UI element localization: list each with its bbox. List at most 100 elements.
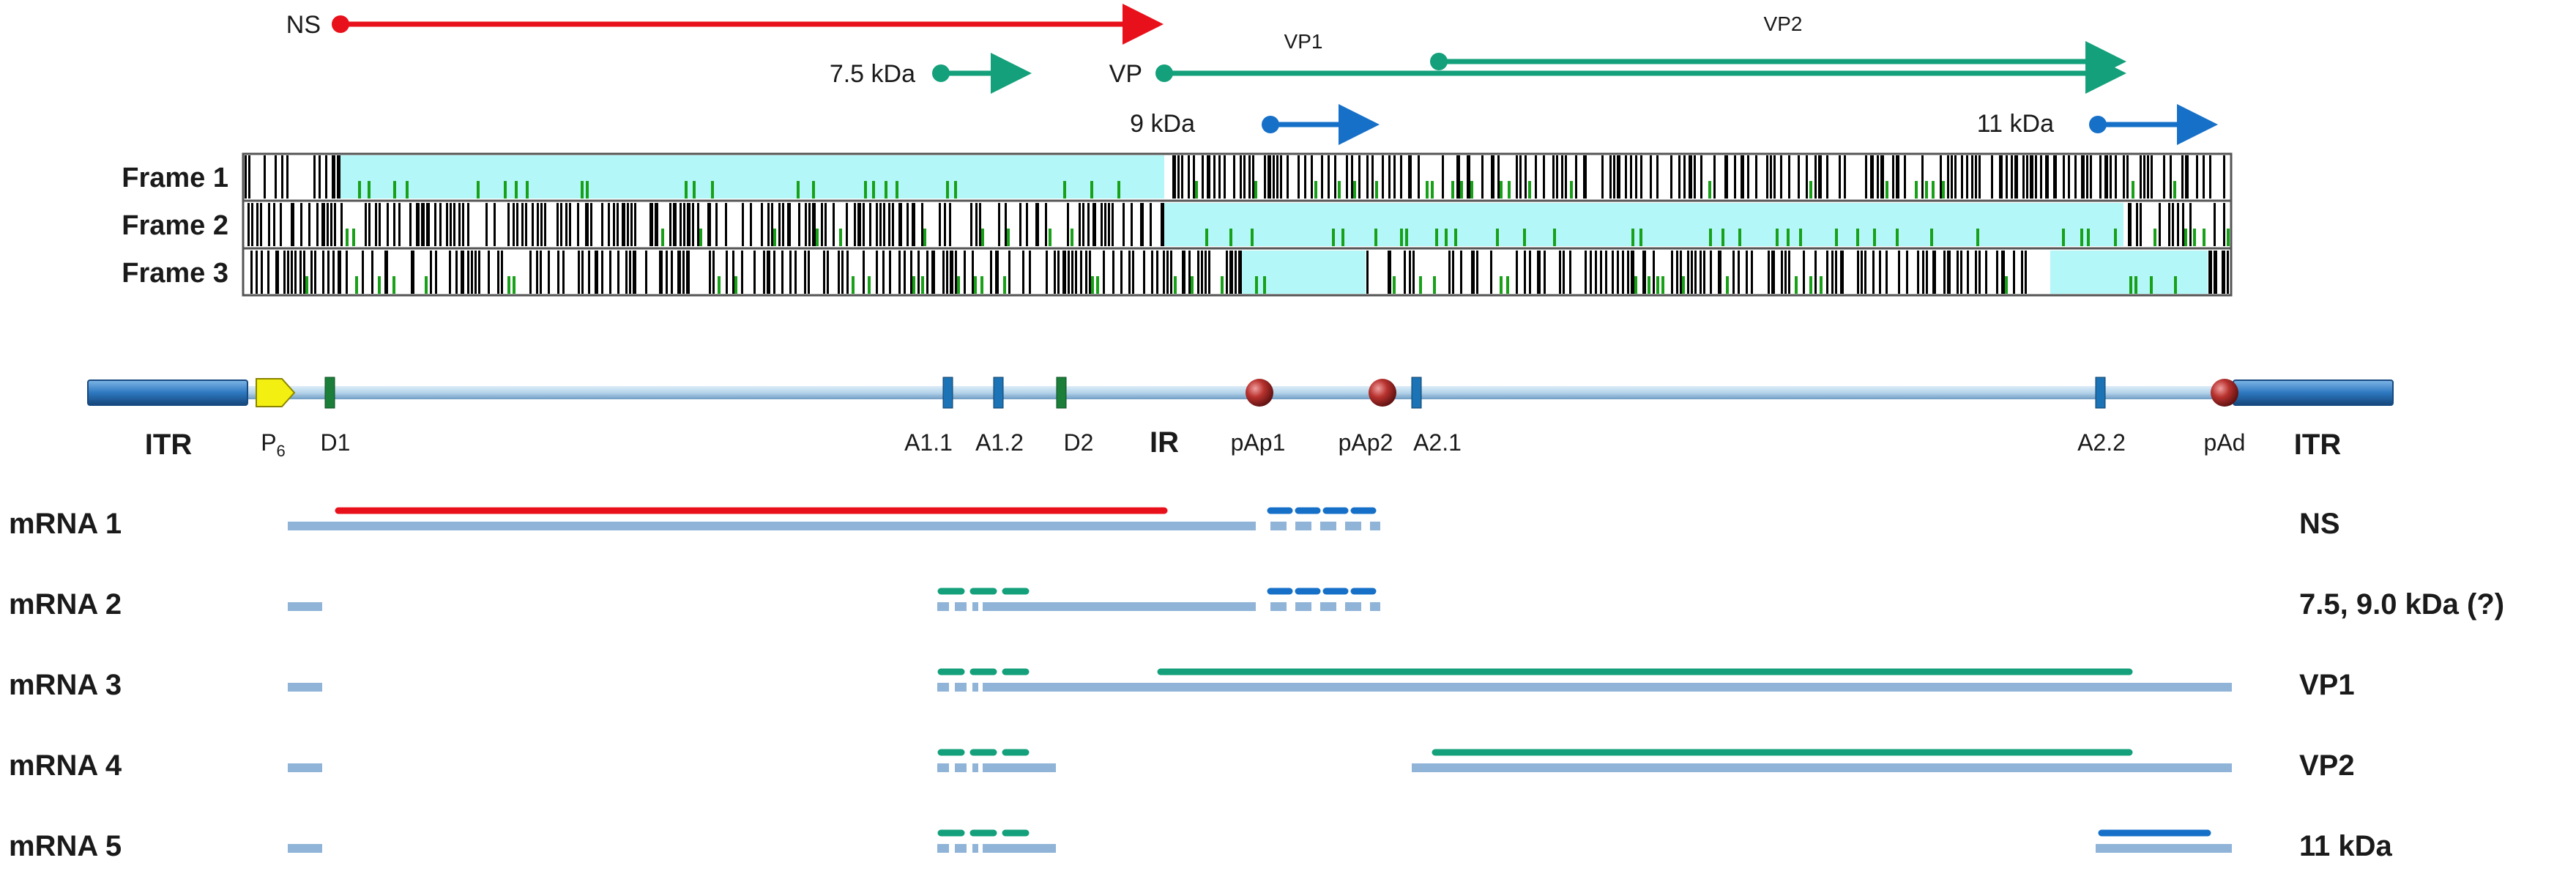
stop-codon-mark — [645, 251, 647, 294]
start-codon-mark — [2150, 276, 2153, 294]
start-codon-mark — [1451, 181, 1454, 199]
start-codon-mark — [2005, 276, 2008, 294]
stop-codon-mark — [1932, 251, 1936, 294]
stop-codon-mark — [1460, 251, 1462, 294]
stop-codon-mark — [2170, 155, 2172, 199]
start-codon-mark — [1709, 229, 1712, 246]
stop-codon-mark — [1770, 155, 1772, 199]
start-codon-mark — [1426, 181, 1429, 199]
stop-codon-mark — [1926, 251, 1928, 294]
stop-codon-mark — [435, 251, 437, 294]
stop-codon-mark — [2214, 203, 2216, 246]
stop-codon-mark — [949, 203, 951, 246]
stop-codon-mark — [1035, 203, 1039, 246]
start-codon-mark — [1338, 181, 1341, 199]
stop-codon-mark — [1112, 251, 1114, 294]
stop-codon-mark — [261, 251, 263, 294]
frame-3-label: Frame 3 — [122, 258, 228, 289]
start-codon-mark — [358, 181, 361, 199]
stop-codon-mark — [1172, 155, 1176, 199]
start-codon-mark — [2087, 229, 2090, 246]
stop-codon-mark — [975, 203, 978, 246]
start-codon-mark — [1809, 181, 1812, 199]
stop-codon-mark — [1966, 155, 1968, 199]
stop-codon-mark — [1456, 155, 1460, 199]
stop-codon-mark — [823, 251, 825, 294]
stop-codon-mark — [581, 251, 584, 294]
stop-codon-mark — [1898, 251, 1900, 294]
stop-codon-mark — [248, 155, 250, 199]
itr-left-block — [87, 379, 248, 406]
stop-codon-mark — [2063, 155, 2065, 199]
stop-codon-mark — [532, 203, 534, 246]
stop-codon-mark — [2110, 155, 2112, 199]
stop-codon-mark — [1054, 251, 1056, 294]
stop-codon-mark — [671, 251, 673, 294]
stop-codon-mark — [1079, 203, 1081, 246]
stop-codon-mark — [2227, 251, 2229, 294]
start-codon-mark — [513, 276, 515, 294]
stop-codon-mark — [340, 203, 343, 246]
stop-codon-mark — [805, 203, 807, 246]
start-codon-mark — [912, 276, 915, 294]
stop-codon-mark — [686, 251, 690, 294]
start-codon-mark — [980, 276, 983, 294]
stop-codon-mark — [682, 251, 685, 294]
stop-codon-mark — [1128, 251, 1131, 294]
start-codon-mark — [1254, 181, 1257, 199]
stop-codon-mark — [1552, 155, 1555, 199]
stop-codon-mark — [256, 203, 258, 246]
start-codon-mark — [864, 181, 867, 199]
start-codon-mark — [507, 276, 510, 294]
stop-codon-mark — [1755, 155, 1757, 199]
stop-codon-mark — [1556, 155, 1558, 199]
stop-codon-mark — [1975, 155, 1977, 199]
stop-codon-mark — [1879, 251, 1881, 294]
stop-codon-mark — [879, 203, 882, 246]
start-codon-mark — [305, 276, 308, 294]
stop-codon-mark — [921, 203, 923, 246]
start-codon-mark — [1570, 181, 1573, 199]
stop-codon-mark — [990, 251, 992, 294]
stop-codon-mark — [1544, 251, 1546, 294]
stop-codon-mark — [824, 203, 827, 246]
stop-codon-mark — [1991, 155, 1993, 199]
stop-codon-mark — [1529, 251, 1531, 294]
stop-codon-mark — [2053, 155, 2057, 199]
stop-codon-mark — [1971, 155, 1973, 199]
itr-right-label: ITR — [2294, 429, 2342, 461]
stop-codon-mark — [1193, 155, 1195, 199]
stop-codon-mark — [1248, 155, 1251, 199]
start-codon-mark — [1776, 229, 1779, 246]
stop-codon-mark — [337, 155, 340, 199]
start-codon-mark — [1682, 276, 1685, 294]
stop-codon-mark — [778, 203, 781, 246]
start-codon-mark — [1375, 181, 1378, 199]
start-codon-mark — [1976, 229, 1979, 246]
stop-codon-mark — [1747, 155, 1749, 199]
stop-codon-mark — [2126, 155, 2129, 199]
stop-codon-mark — [1351, 155, 1353, 199]
stop-codon-mark — [1864, 251, 1866, 294]
stop-codon-mark — [1734, 155, 1736, 199]
start-codon-mark — [954, 181, 957, 199]
stop-codon-mark — [1957, 251, 1959, 294]
stop-codon-mark — [781, 251, 783, 294]
stop-codon-mark — [808, 203, 811, 246]
stop-codon-mark — [462, 203, 464, 246]
stop-codon-mark — [1622, 251, 1624, 294]
stop-codon-mark — [1691, 251, 1693, 294]
stop-codon-mark — [1861, 251, 1863, 294]
start-codon-mark — [1229, 229, 1232, 246]
start-codon-mark — [1500, 276, 1503, 294]
stop-codon-mark — [1516, 251, 1518, 294]
start-codon-mark — [1314, 181, 1317, 199]
start-codon-mark — [1049, 229, 1051, 246]
stop-codon-mark — [488, 251, 490, 294]
stop-codon-mark — [287, 251, 289, 294]
stop-codon-mark — [1418, 155, 1420, 199]
stop-codon-mark — [1229, 251, 1233, 294]
a2-2-label: A2.2 — [2077, 429, 2126, 456]
start-codon-mark — [812, 181, 815, 199]
stop-codon-mark — [767, 251, 770, 294]
